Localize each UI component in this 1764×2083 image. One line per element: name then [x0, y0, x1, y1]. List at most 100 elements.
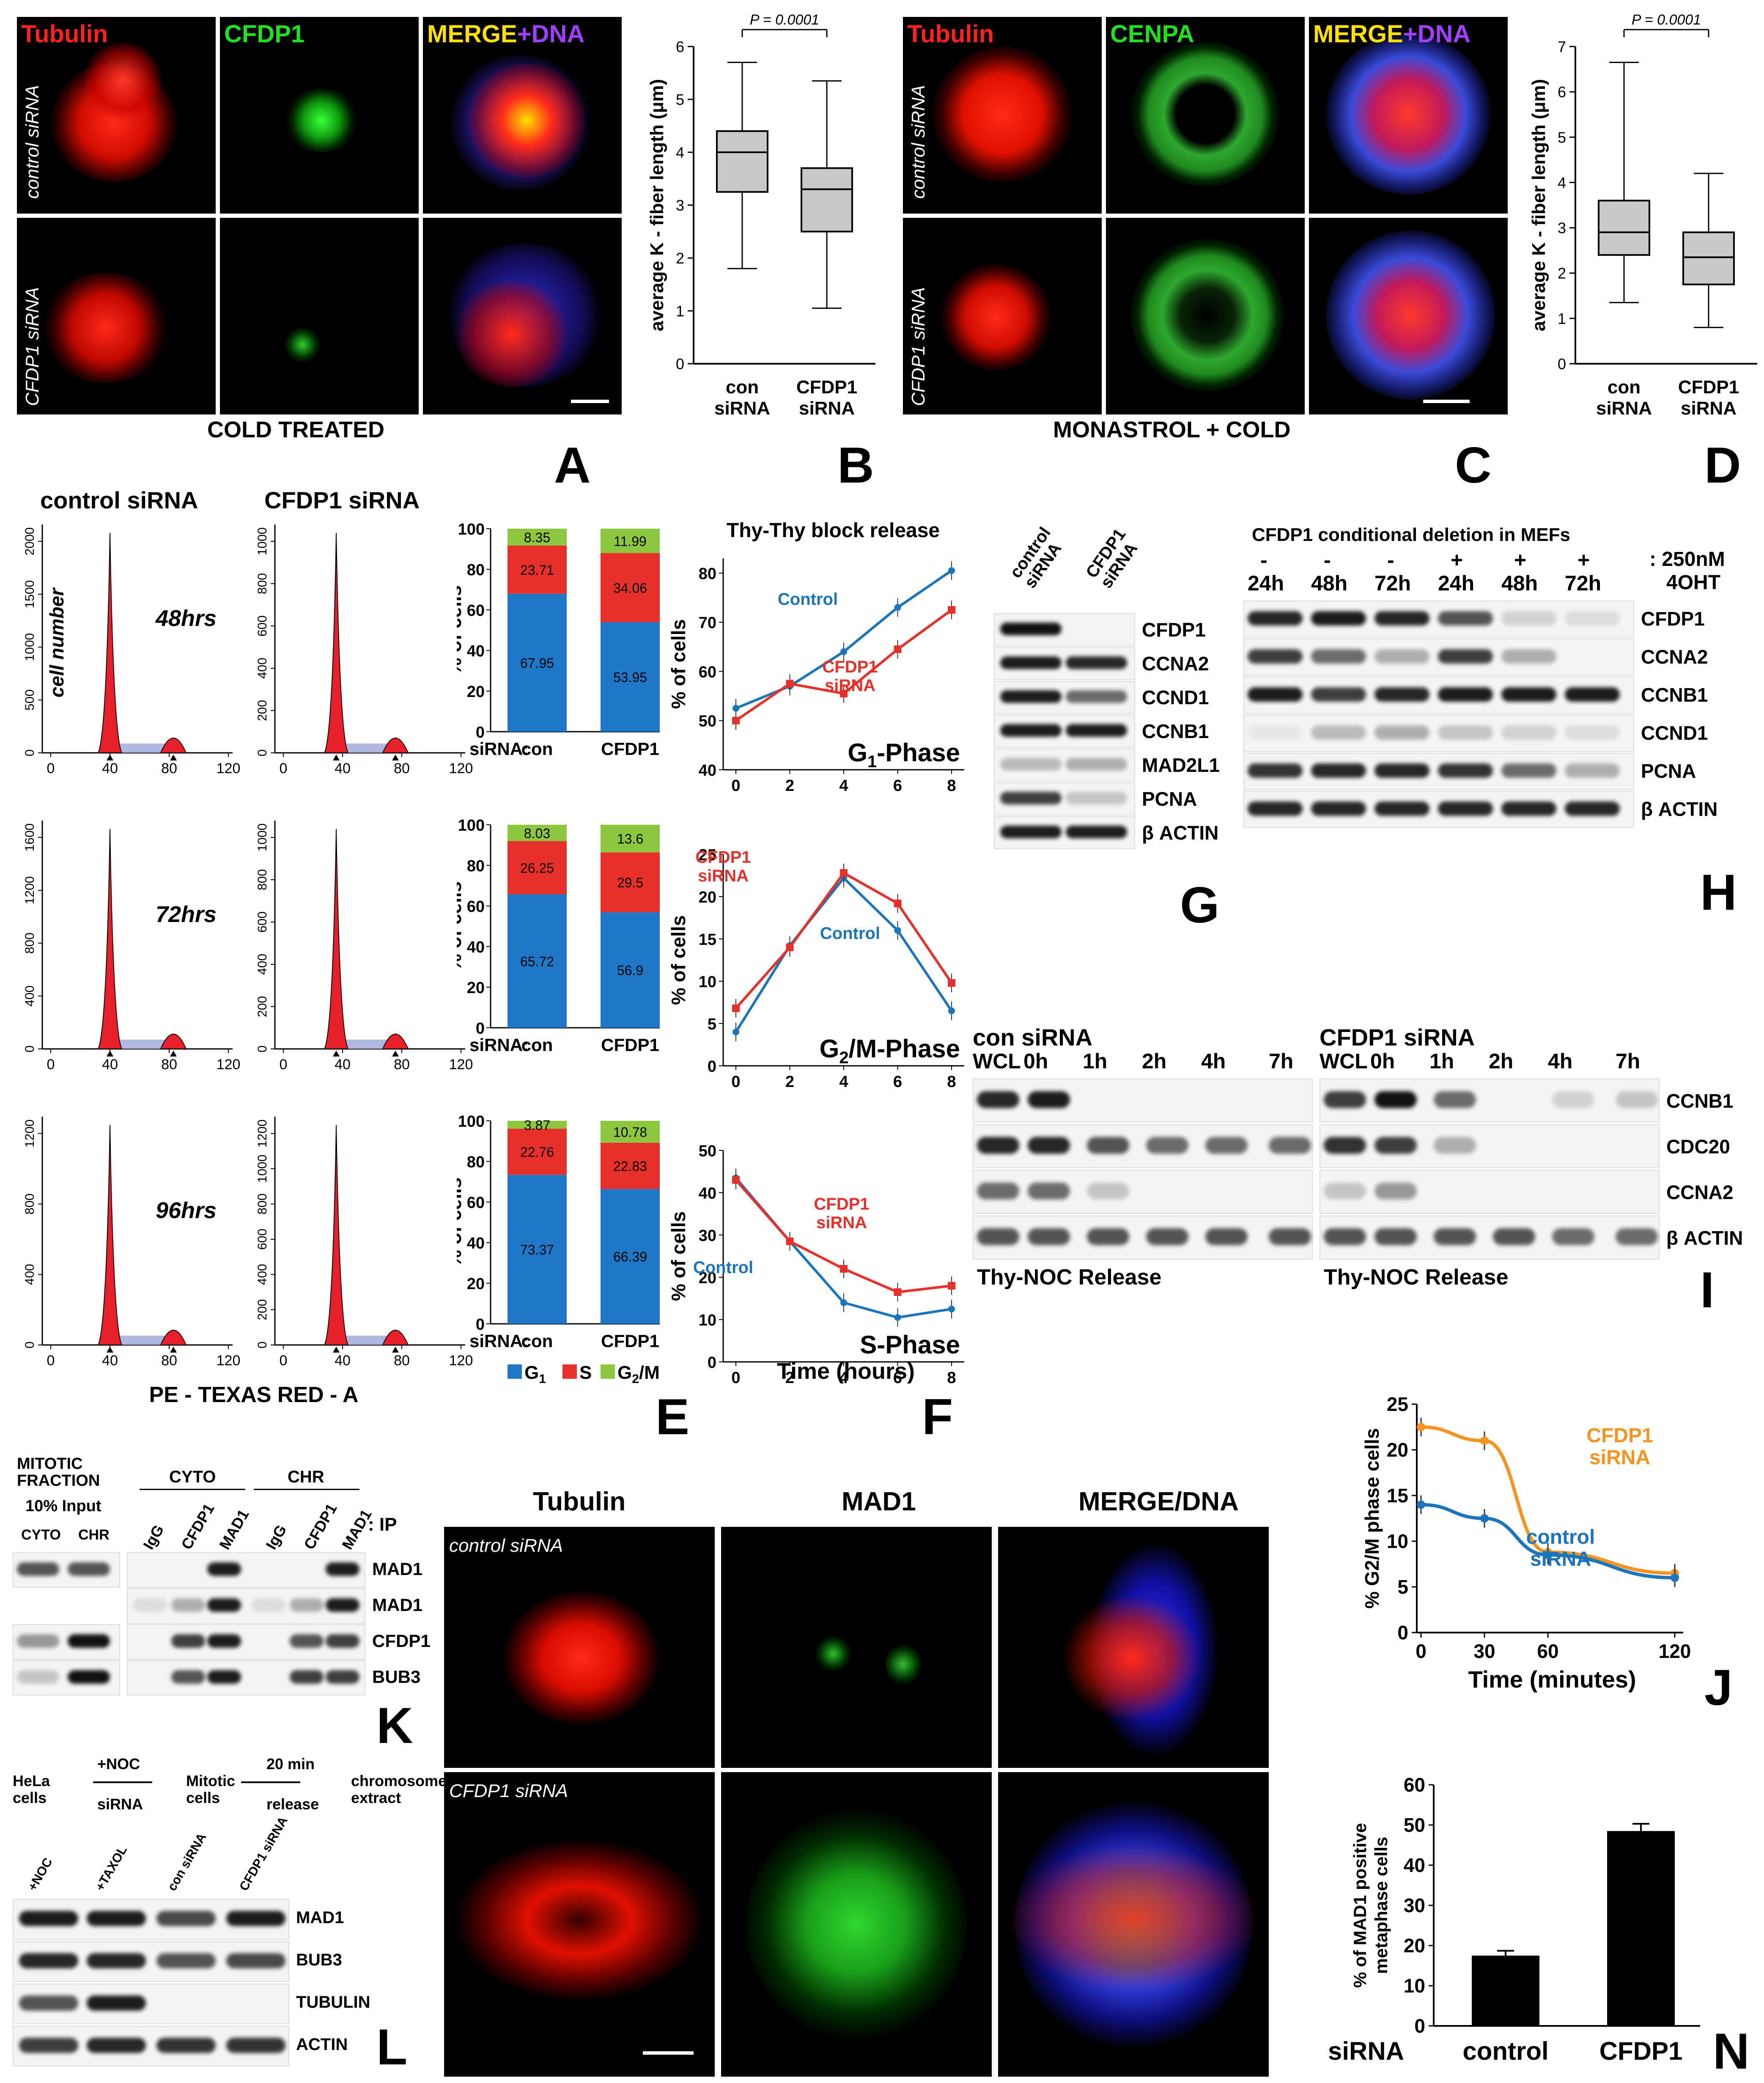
legend-swatch-g2m [601, 1364, 615, 1379]
data-point [894, 927, 901, 934]
legend-g2m-tail: /M [639, 1362, 660, 1383]
peak-marker [107, 755, 113, 760]
line-x-tick-label: 4 [839, 1073, 848, 1091]
band [207, 1670, 241, 1684]
peak-marker [392, 1347, 399, 1353]
treatment-sign: - [1324, 548, 1331, 572]
bar-value-label: 8.35 [524, 530, 550, 545]
hist-y-tick-label: 1200 [23, 1120, 37, 1148]
protein-label: BUB3 [372, 1667, 421, 1687]
band [226, 1953, 285, 1969]
sirna-label: siRNA [825, 676, 875, 695]
n-y-axis-label-line1: % of MAD1 positive [1350, 1823, 1370, 1988]
panel-a-merge-cfdp1 [423, 218, 622, 414]
band [1552, 1228, 1594, 1245]
blot-strip [1320, 1079, 1660, 1122]
release-label: Thy-NOC Release [977, 1265, 1162, 1290]
y-tick-label: 4 [1558, 174, 1566, 191]
line-x-tick-label: 4 [839, 1369, 848, 1387]
hist-y-tick-label: 0 [23, 749, 37, 757]
band [171, 1670, 205, 1684]
hist-y-tick-label: 400 [255, 1264, 269, 1285]
category-label: con [1608, 377, 1641, 398]
peak-marker [333, 1051, 340, 1057]
panel-letter-d: D [1704, 437, 1741, 494]
band [326, 1562, 359, 1576]
bar-y-tick-label: 80 [467, 1153, 485, 1171]
band [133, 1598, 167, 1612]
panel-c-merge-cfdp1 [1309, 218, 1508, 414]
protein-label: β ACTIN [1666, 1227, 1743, 1249]
lane-label: 4h [1201, 1049, 1226, 1073]
band [252, 1598, 285, 1612]
chr-group: CHR [288, 1468, 324, 1486]
j-data-point [1671, 1573, 1679, 1582]
band [1493, 1228, 1535, 1245]
legend-g1: G1 [524, 1362, 546, 1386]
bar-segment-g2m [601, 1121, 660, 1143]
hist-x-tick-label: 80 [394, 1057, 410, 1073]
j-control-label: control [1526, 1526, 1595, 1548]
band [226, 1910, 285, 1927]
data-point [840, 1299, 847, 1306]
band [17, 1562, 59, 1576]
band [1501, 725, 1556, 740]
workflow-step: HeLa [13, 1772, 50, 1789]
panel-letter-k: K [376, 1697, 413, 1754]
group-line [140, 1489, 245, 1490]
band [1616, 1228, 1658, 1245]
j-cfdp1-label: CFDP1 [1586, 1424, 1653, 1447]
scale-bar [1423, 400, 1470, 403]
treatment-sign: - [1260, 548, 1267, 572]
category-label: CFDP1 [796, 377, 857, 398]
y-tick-label: 1 [1558, 310, 1566, 327]
workflow-step: cells [186, 1789, 220, 1806]
bar-y-tick-label: 0 [476, 1020, 485, 1037]
n-y-tick-label: 50 [1404, 1814, 1425, 1836]
band [19, 1995, 78, 2011]
lane-label: CFDP1 siRNA [1082, 525, 1141, 592]
band [87, 1995, 146, 2011]
j-cfdp1-sirna-label: siRNA [1589, 1446, 1650, 1469]
cyto-lane: CYTO [21, 1527, 61, 1543]
phase-label-tail: /M-Phase [849, 1035, 960, 1063]
hist-y-tick-label: 1200 [255, 1120, 269, 1148]
workflow-arrow [93, 1781, 152, 1783]
band [1565, 611, 1620, 626]
band [1565, 687, 1620, 702]
panel-m-tubulin-control [444, 1527, 715, 1768]
band [171, 1598, 205, 1612]
bar-segment-s [508, 841, 567, 895]
band [68, 1670, 110, 1684]
band [19, 2037, 78, 2053]
j-x-tick-label: 60 [1537, 1640, 1558, 1662]
panel-e-col1-title: control siRNA [40, 487, 198, 513]
hist-y-tick-label: 400 [255, 954, 269, 975]
y-tick-label: 5 [676, 91, 684, 108]
line-y-tick-label: 20 [699, 1269, 716, 1287]
panel-c-tubulin-cfdp1 [903, 218, 1102, 414]
box [801, 167, 853, 233]
bar-value-label: 66.39 [613, 1249, 647, 1265]
panel-j-line-chart: 0 5 10 15 20 25 0 30 60 120 % G2/M phase cells Time… [1361, 1393, 1691, 1693]
bar-y-tick-label: 60 [467, 1194, 485, 1212]
panel-h-blot: CFDP1 conditional deletion in MEFs - - - + + +… [1243, 524, 1764, 863]
band [1000, 690, 1062, 703]
line-x-tick-label: 0 [731, 1073, 740, 1091]
band [1028, 1137, 1070, 1154]
bar-y-tick-label: 20 [467, 979, 485, 997]
band [1248, 725, 1303, 740]
bar-y-tick-label: 100 [458, 1113, 485, 1131]
line-y-tick-label: 25 [699, 846, 716, 864]
data-point [894, 900, 902, 907]
n-category-label: CFDP1 [1599, 2037, 1683, 2065]
panel-g-blot: control siRNA CFDP1 siRNA CFDP1 CCNA2 CCND1 CCN… [981, 516, 1277, 863]
lane-label: 1h [1429, 1049, 1454, 1073]
peak-marker [333, 1347, 340, 1353]
line-x-tick-label: 0 [731, 1369, 740, 1387]
line-y-tick-label: 50 [699, 1142, 716, 1160]
j-data-point [1480, 1436, 1489, 1445]
group-line [254, 1489, 359, 1490]
band [207, 1598, 241, 1612]
phase-label: G2/M-Phase [820, 1035, 960, 1067]
